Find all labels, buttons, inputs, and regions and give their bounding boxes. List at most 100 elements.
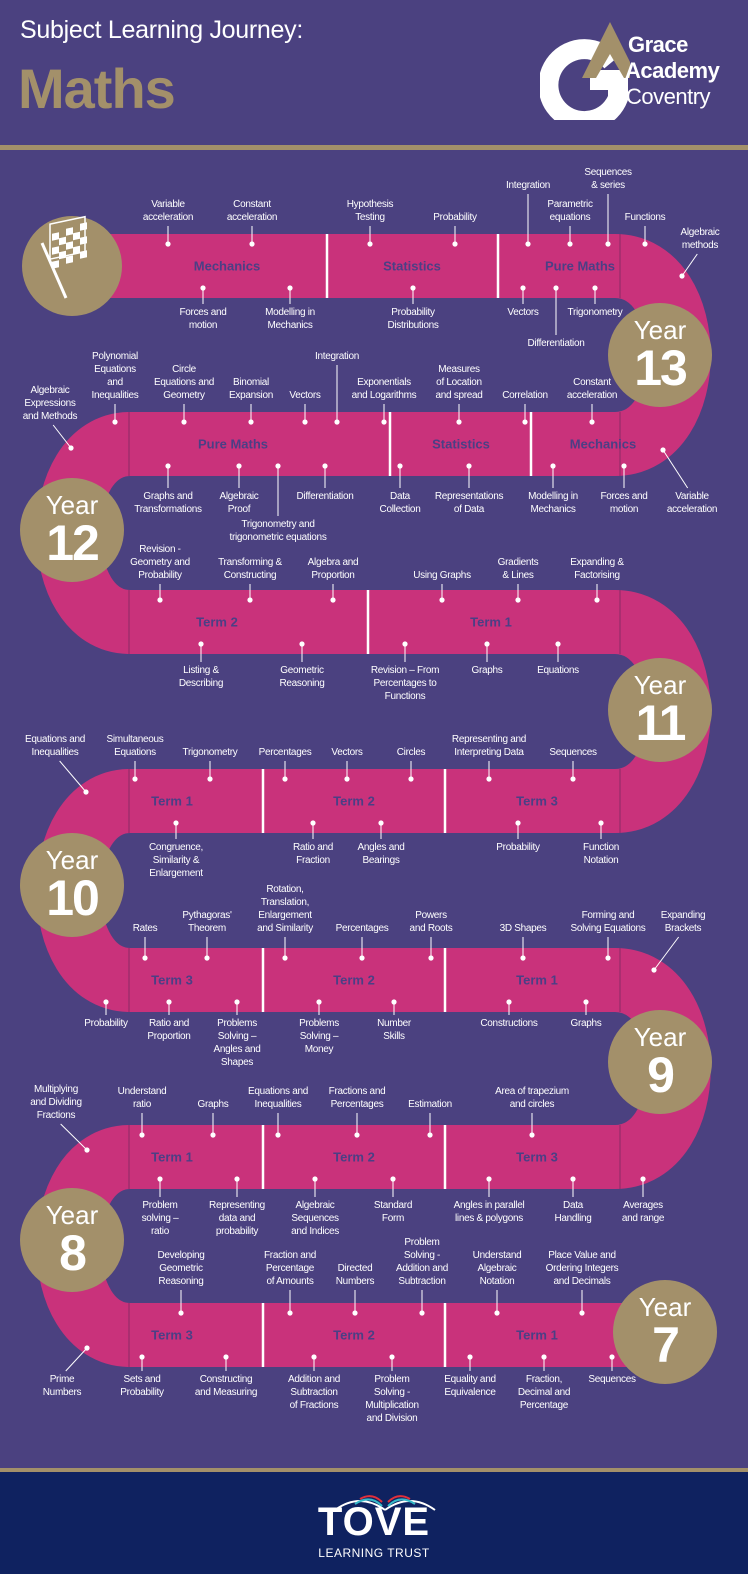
section-title-mechanics: Mechanics [193, 258, 261, 274]
topic-pin-dot [330, 597, 336, 603]
topic-pin-dot [541, 1354, 547, 1360]
topic-pin-dot [452, 241, 458, 247]
topic-pin-dot [402, 641, 408, 647]
checkered-flag-icon [66, 227, 73, 236]
page-subtitle: Subject Learning Journey: [20, 16, 303, 44]
topic-label-3d-shapes: 3D Shapes [499, 923, 547, 934]
topic-pin-dot [234, 999, 240, 1005]
topic-pin-dot [397, 463, 403, 469]
topic-pin-dot [359, 955, 365, 961]
year-badge-11: Year 11 [608, 658, 712, 762]
topic-pin-dot [428, 955, 434, 961]
topic-pin-dot [506, 999, 512, 1005]
footer-brand: TOVE [317, 1500, 431, 1544]
topic-label-binomial-expansion: Binomial Expansion [229, 377, 273, 401]
topic-label-fraction-and-percentage-of-amounts: Fraction and Percentage of Amounts [264, 1250, 316, 1287]
footer-subtitle: LEARNING TRUST [318, 1546, 430, 1560]
topic-label-trigonometry-and-trigonometric-equations: Trigonometry and trigonometric equations [229, 519, 327, 543]
topic-label-forming-and-solving-equations: Forming and Solving Equations [570, 910, 646, 934]
topic-pin-dot [651, 967, 657, 973]
topic-pin-dot [198, 641, 204, 647]
topic-label-using-graphs: Using Graphs [413, 570, 471, 581]
topic-label-graphs: Graphs [471, 665, 503, 676]
topic-label-angles-and-bearings: Angles and Bearings [357, 842, 405, 866]
topic-pin-line [681, 253, 698, 277]
year-badge-12: Year 12 [20, 478, 124, 582]
topic-pin-dot [494, 1310, 500, 1316]
topic-label-representations-of-data: Representations of Data [434, 491, 504, 515]
topic-pin-dot [598, 820, 604, 826]
topic-pin-dot [139, 1354, 145, 1360]
topic-pin-dot [157, 1176, 163, 1182]
topic-label-averages-and-range: Averages and range [621, 1200, 665, 1224]
topic-pin-dot [312, 1176, 318, 1182]
checkered-flag-icon [52, 246, 59, 255]
topic-pin-dot [181, 419, 187, 425]
topic-label-understand-ratio: Understand ratio [117, 1086, 167, 1110]
topic-label-ratio-and-fraction: Ratio and Fraction [292, 842, 334, 866]
topic-pin-dot [529, 1132, 535, 1138]
topic-label-number-skills: Number Skills [377, 1018, 411, 1042]
year-number: 8 [59, 1225, 87, 1281]
topic-pin-dot [282, 776, 288, 782]
year-badge-10: Year 10 [20, 833, 124, 937]
topic-pin-dot [112, 419, 118, 425]
topic-pin-dot [344, 776, 350, 782]
topic-label-fraction-decimal-and-percentage: Fraction, Decimal and Percentage [517, 1374, 571, 1411]
topic-label-probability: Probability [84, 1018, 128, 1029]
topic-label-understand-algebraic-notation: Understand Algebraic Notation [472, 1250, 522, 1287]
year-badge-7: Year 7 [613, 1280, 717, 1384]
topic-pin-dot [204, 955, 210, 961]
topic-pin-dot [142, 955, 148, 961]
checkered-flag-icon [52, 232, 59, 241]
year-word: Year [638, 1292, 692, 1322]
year-number: 13 [634, 340, 688, 396]
topic-label-place-value-and-ordering-integers-and-decimals: Place Value and Ordering Integers and De… [545, 1250, 619, 1287]
topic-pin-dot [486, 1176, 492, 1182]
year-word: Year [633, 315, 687, 345]
topic-label-multiplying-and-dividing-fractions: Multiplying and Dividing Fractions [30, 1084, 82, 1121]
topic-pin-dot [275, 463, 281, 469]
topic-label-directed-numbers: Directed Numbers [335, 1263, 375, 1287]
topic-label-rates: Rates [132, 923, 158, 934]
topic-label-forces-and-motion: Forces and motion [600, 491, 648, 515]
topic-pin-dot [621, 463, 627, 469]
topic-pin-dot [467, 1354, 473, 1360]
section-title-term-2: Term 2 [333, 1149, 375, 1165]
topic-label-developing-geometric-reasoning: Developing Geometric Reasoning [157, 1250, 205, 1287]
topic-label-circle-equations-and-geometry: Circle Equations and Geometry [153, 364, 215, 401]
topic-label-trigonometry: Trigonometry [567, 307, 623, 318]
topic-label-rotation-translation-enlargement-and-similarity: Rotation, Translation, Enlargement and S… [257, 884, 313, 934]
topic-pin-dot [592, 285, 598, 291]
topic-pin-dot [486, 776, 492, 782]
topic-label-function-notation: Function Notation [583, 842, 619, 866]
topic-pin-dot [236, 463, 242, 469]
topic-pin-dot [68, 445, 74, 451]
topic-pin-dot [466, 463, 472, 469]
topic-label-polynomial-equations-and-inequalities: Polynomial Equations and Inequalities [91, 351, 139, 401]
topic-pin-dot [165, 463, 171, 469]
topic-label-problem-solving-multiplication-and-division: Problem Solving - Multiplication and Div… [365, 1374, 419, 1424]
topic-pin-dot [553, 285, 559, 291]
start-circle [22, 216, 122, 316]
section-title-term-2: Term 2 [333, 972, 375, 988]
topic-label-correlation: Correlation [502, 390, 548, 401]
section-title-term-1: Term 1 [470, 614, 512, 630]
topic-label-estimation: Estimation [408, 1099, 452, 1110]
checkered-flag-icon [73, 245, 80, 255]
topic-label-expanding-brackets: Expanding Brackets [660, 910, 706, 934]
topic-label-ratio-and-proportion: Ratio and Proportion [147, 1018, 191, 1042]
topic-label-fractions-and-percentages: Fractions and Percentages [328, 1086, 386, 1110]
topic-pin-dot [515, 597, 521, 603]
topic-pin-dot [354, 1132, 360, 1138]
topic-pin-dot [139, 1132, 145, 1138]
topic-pin-dot [605, 241, 611, 247]
topic-label-geometric-reasoning: Geometric Reasoning [279, 665, 325, 689]
checkered-flag-icon [59, 250, 66, 260]
page-title: Maths [18, 57, 176, 120]
topic-pin-dot [334, 419, 340, 425]
section-title-term-2: Term 2 [333, 1327, 375, 1343]
year-badge-13: Year 13 [608, 303, 712, 407]
checkered-flag-icon [49, 215, 86, 261]
topic-label-algebraic-sequences-and-indices: Algebraic Sequences and Indices [291, 1200, 339, 1237]
